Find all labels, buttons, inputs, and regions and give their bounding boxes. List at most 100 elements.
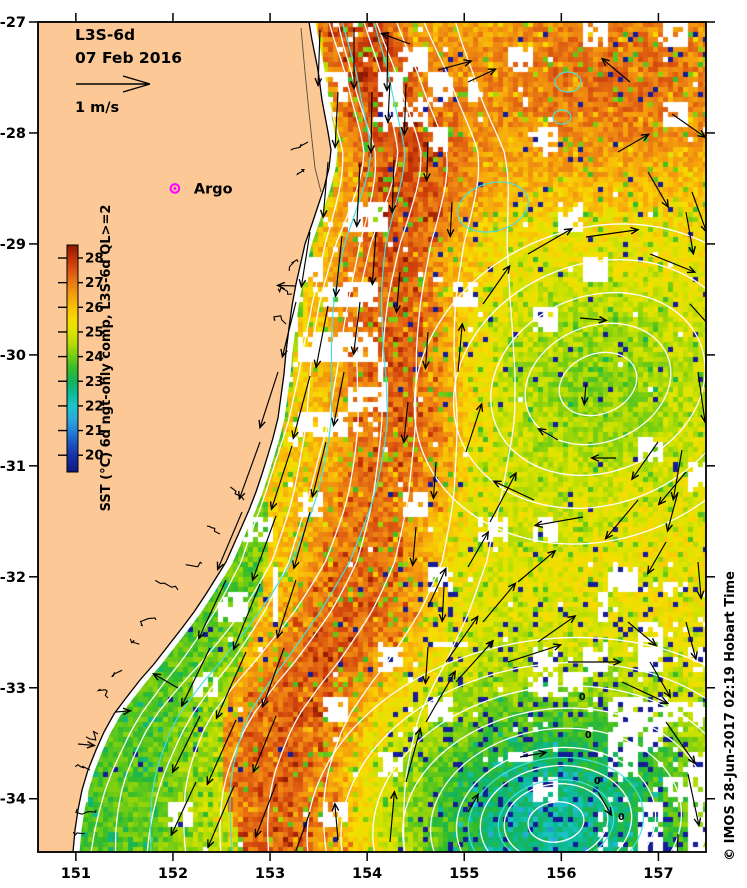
current-vector [294, 811, 311, 852]
current-vector [77, 744, 94, 745]
current-vector [278, 579, 297, 637]
y-tick-label: -27 [0, 15, 26, 31]
colorbar-gradient-bar [66, 244, 79, 473]
coastline-layer [37, 21, 338, 853]
current-vector [335, 804, 338, 841]
current-vector [404, 83, 406, 134]
cold-eddy-contour [455, 746, 657, 852]
current-vector [517, 551, 555, 583]
coast-inlet-squiggle [288, 259, 299, 271]
coast-inlet-squiggle [85, 730, 99, 741]
y-tick-label: -30 [0, 348, 26, 364]
current-vector [173, 715, 201, 772]
scale-arrow-icon [76, 75, 151, 93]
cold-eddy-contour [340, 662, 706, 852]
coast-white-strip [71, 21, 338, 853]
cyan-contour-loop [457, 181, 529, 233]
colorbar-tick-label: 20 [85, 448, 104, 464]
current-vector [425, 672, 455, 723]
coast-inlet-squiggle [296, 169, 306, 176]
current-vector [263, 647, 285, 706]
current-vector [218, 511, 243, 569]
jet-contour-line [322, 22, 480, 852]
current-vector [413, 526, 416, 565]
coast-inlet-squiggle [74, 764, 91, 771]
current-vector [372, 231, 376, 284]
x-tick-label: 155 [449, 866, 479, 882]
current-vector [392, 159, 394, 212]
scale-arrow-label: 1 m/s [75, 100, 119, 116]
current-vector [389, 792, 394, 843]
current-vector [597, 791, 611, 815]
argo-float-marker [169, 183, 181, 194]
current-vector [455, 641, 493, 683]
current-vector [627, 621, 656, 645]
current-vector [278, 285, 297, 286]
current-vector [668, 491, 679, 531]
current-vector [671, 113, 705, 137]
x-tick-label: 157 [643, 866, 673, 882]
current-vector [647, 171, 668, 207]
colorbar-ticks: 28 27 26 25 24 23 22 21 20 [58, 251, 104, 464]
current-vector [405, 729, 420, 783]
current-vector [354, 301, 361, 354]
current-vector [336, 235, 343, 296]
current-vector [272, 445, 293, 509]
current-vector [427, 141, 428, 180]
y-tick-label: -31 [0, 459, 26, 475]
current-vector [659, 471, 687, 504]
current-vector [482, 266, 509, 305]
y-tick-label: -33 [0, 681, 26, 697]
cold-eddy-cyan-contour [467, 756, 645, 852]
current-vector [632, 441, 659, 479]
current-vector [426, 331, 429, 368]
current-vector [442, 586, 444, 621]
cyan-contour-line [149, 22, 372, 852]
coast-inlet-squiggle [139, 617, 157, 627]
current-vector [404, 401, 409, 442]
current-vector [539, 429, 559, 441]
colorbar-axis-label: SST (°C) 6d ngt-only comp, L3S-6d QL>=2 [99, 205, 114, 512]
current-vector [507, 645, 560, 663]
current-vector [519, 753, 546, 758]
current-vector [283, 301, 297, 356]
current-vector [685, 211, 693, 253]
current-vector [357, 163, 360, 226]
current-vector [256, 783, 277, 836]
current-vector [537, 616, 575, 643]
cold-eddy-cyan-contour [497, 779, 615, 852]
current-vector [293, 375, 311, 438]
coast-inlet-squiggle [290, 141, 309, 151]
coast-inlet-squiggle [75, 808, 97, 815]
current-vector [673, 449, 683, 499]
current-vector [649, 253, 695, 272]
x-tick-label: 152 [158, 866, 188, 882]
current-vector [536, 516, 584, 525]
plot-axes: 151 152 153 154 155 156 157 -27 -28 -29 -30 -31 -32 -… [0, 13, 715, 882]
jet-contour-line [183, 22, 399, 852]
current-vector [467, 69, 495, 83]
current-vector [585, 230, 638, 238]
current-vector [465, 404, 482, 453]
current-vector [494, 481, 535, 501]
warm-eddy-contour [524, 322, 672, 446]
jet-contour-line [90, 22, 344, 852]
coast-inlet-squiggle [273, 315, 287, 325]
coast-inlet-squiggle [72, 831, 86, 836]
current-vector [253, 515, 277, 580]
coast-inlet-squiggle [206, 525, 221, 535]
cold-eddy-contour [479, 764, 633, 852]
current-vector [335, 91, 338, 147]
colorbar: 28 27 26 25 24 23 22 21 20 SST (°C) 6d ngt-only … [58, 205, 114, 512]
attribution-label: © IMOS 28-Jun-2017 02:19 Hobart Time [723, 571, 738, 861]
product-title: L3S-6d [75, 26, 135, 44]
warm-eddy-contour [558, 351, 638, 417]
current-vector [427, 569, 446, 608]
cyan-contours: 0 0 0 0 [149, 22, 645, 852]
jet-contour-line [146, 22, 377, 852]
current-vector [208, 785, 235, 847]
current-vector [698, 561, 701, 598]
coast-inlet-squiggle [185, 561, 203, 568]
coast-inlet-squiggle [277, 286, 293, 295]
